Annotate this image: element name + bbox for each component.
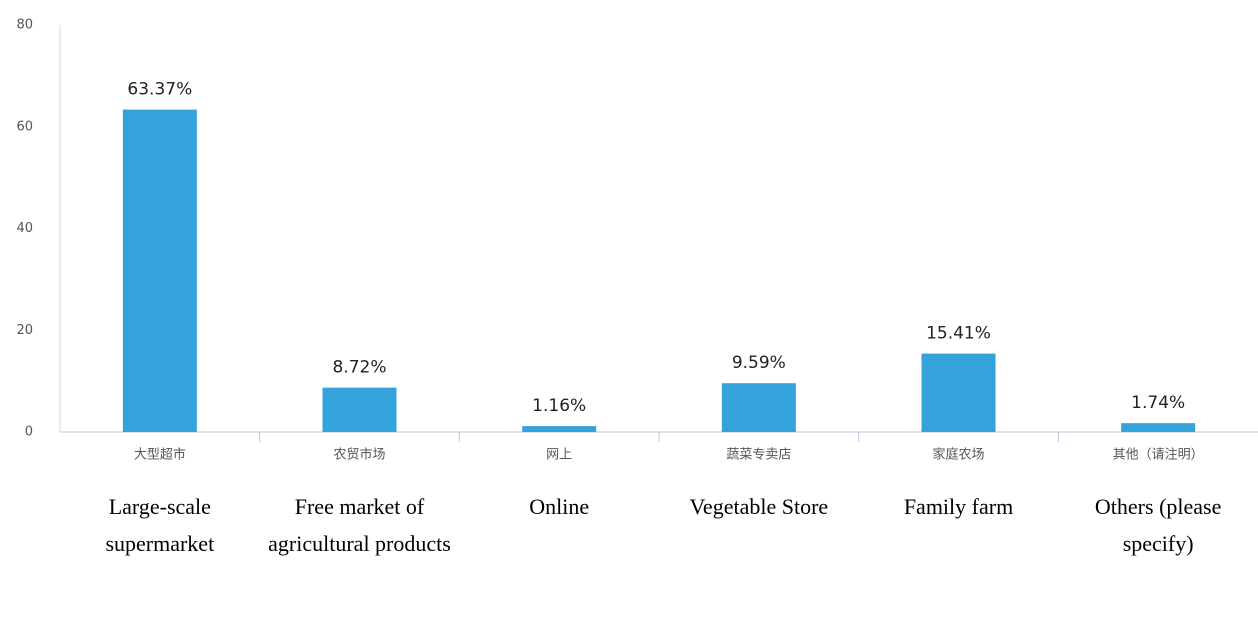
value-label: 63.37%	[127, 80, 192, 100]
chart: 0 20 40 60 80 大型超市 63.37% 农贸市场 8.72% 网上 1.16% 蔬菜专卖店…	[16, 18, 1258, 463]
value-label: 1.16%	[532, 396, 586, 416]
y-tick-label: 60	[16, 119, 33, 134]
x-tick-label: 蔬菜专卖店	[726, 448, 791, 463]
value-label: 1.74%	[1131, 393, 1185, 413]
x-tick-label: 农贸市场	[333, 447, 385, 463]
category-translation: Family farm	[903, 494, 1014, 519]
bar	[522, 426, 597, 432]
value-label: 9.59%	[732, 353, 786, 373]
value-label: 15.41%	[926, 324, 991, 344]
category-translation: Vegetable Store	[689, 494, 829, 519]
category-translation: Free market of agricultural products	[268, 494, 451, 556]
category-translation: Large-scale supermarket	[105, 494, 215, 556]
x-tick-label: 网上	[546, 448, 572, 463]
x-tick-label: 家庭农场	[932, 447, 984, 463]
value-label: 8.72%	[332, 358, 386, 378]
y-tick-label: 80	[16, 18, 33, 33]
category-translation: Others (please specify)	[1094, 494, 1222, 556]
bar	[122, 109, 197, 432]
x-tick-label: 其他（请注明）	[1113, 448, 1204, 463]
category-translation: Online	[529, 494, 590, 519]
x-tick-label: 大型超市	[134, 447, 186, 463]
y-tick-label: 20	[16, 323, 33, 338]
bar	[721, 383, 796, 432]
y-tick-label: 40	[16, 221, 33, 236]
y-tick-label: 0	[25, 425, 33, 440]
bar	[322, 387, 397, 432]
bar	[1121, 423, 1196, 432]
bar	[921, 353, 996, 432]
